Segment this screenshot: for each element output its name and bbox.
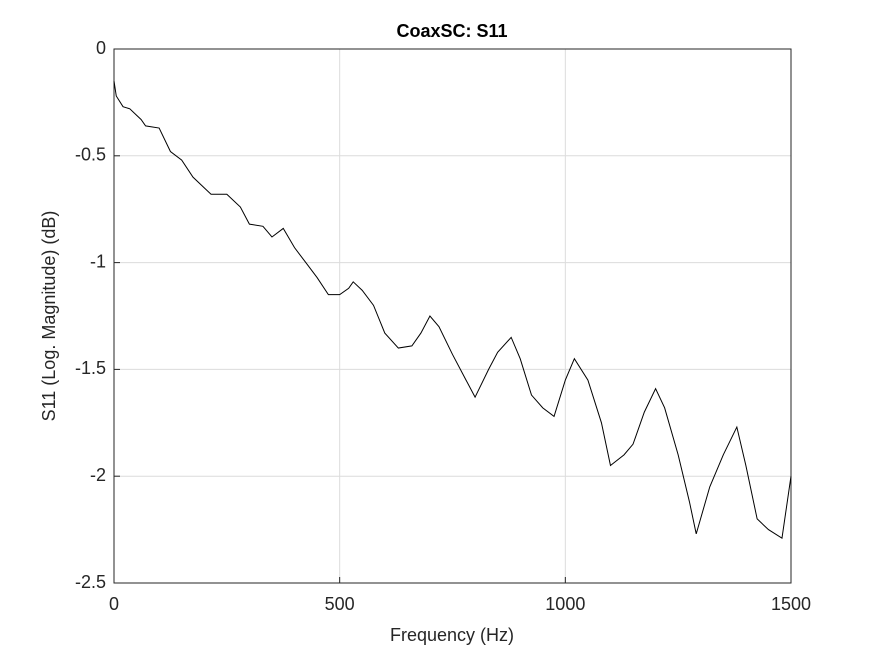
data-line <box>113 80 792 539</box>
y-tick-label: 0 <box>96 38 106 58</box>
y-axis-label: S11 (Log. Magnitude) (dB) <box>39 211 59 422</box>
y-tick-label: -1 <box>90 251 106 271</box>
x-tick-label: 500 <box>325 594 355 614</box>
chart-title: CoaxSC: S11 <box>396 21 507 41</box>
x-tick-label: 1000 <box>545 594 585 614</box>
axes-box <box>113 48 792 584</box>
y-tick-label: -0.5 <box>75 145 106 165</box>
plot-area <box>114 49 791 583</box>
y-tick-label: -2.5 <box>75 572 106 592</box>
x-tick-label: 0 <box>109 594 119 614</box>
y-tick-label: -1.5 <box>75 358 106 378</box>
y-tick-label: -2 <box>90 465 106 485</box>
x-axis-label: Frequency (Hz) <box>390 625 514 645</box>
x-tick-label: 1500 <box>771 594 811 614</box>
